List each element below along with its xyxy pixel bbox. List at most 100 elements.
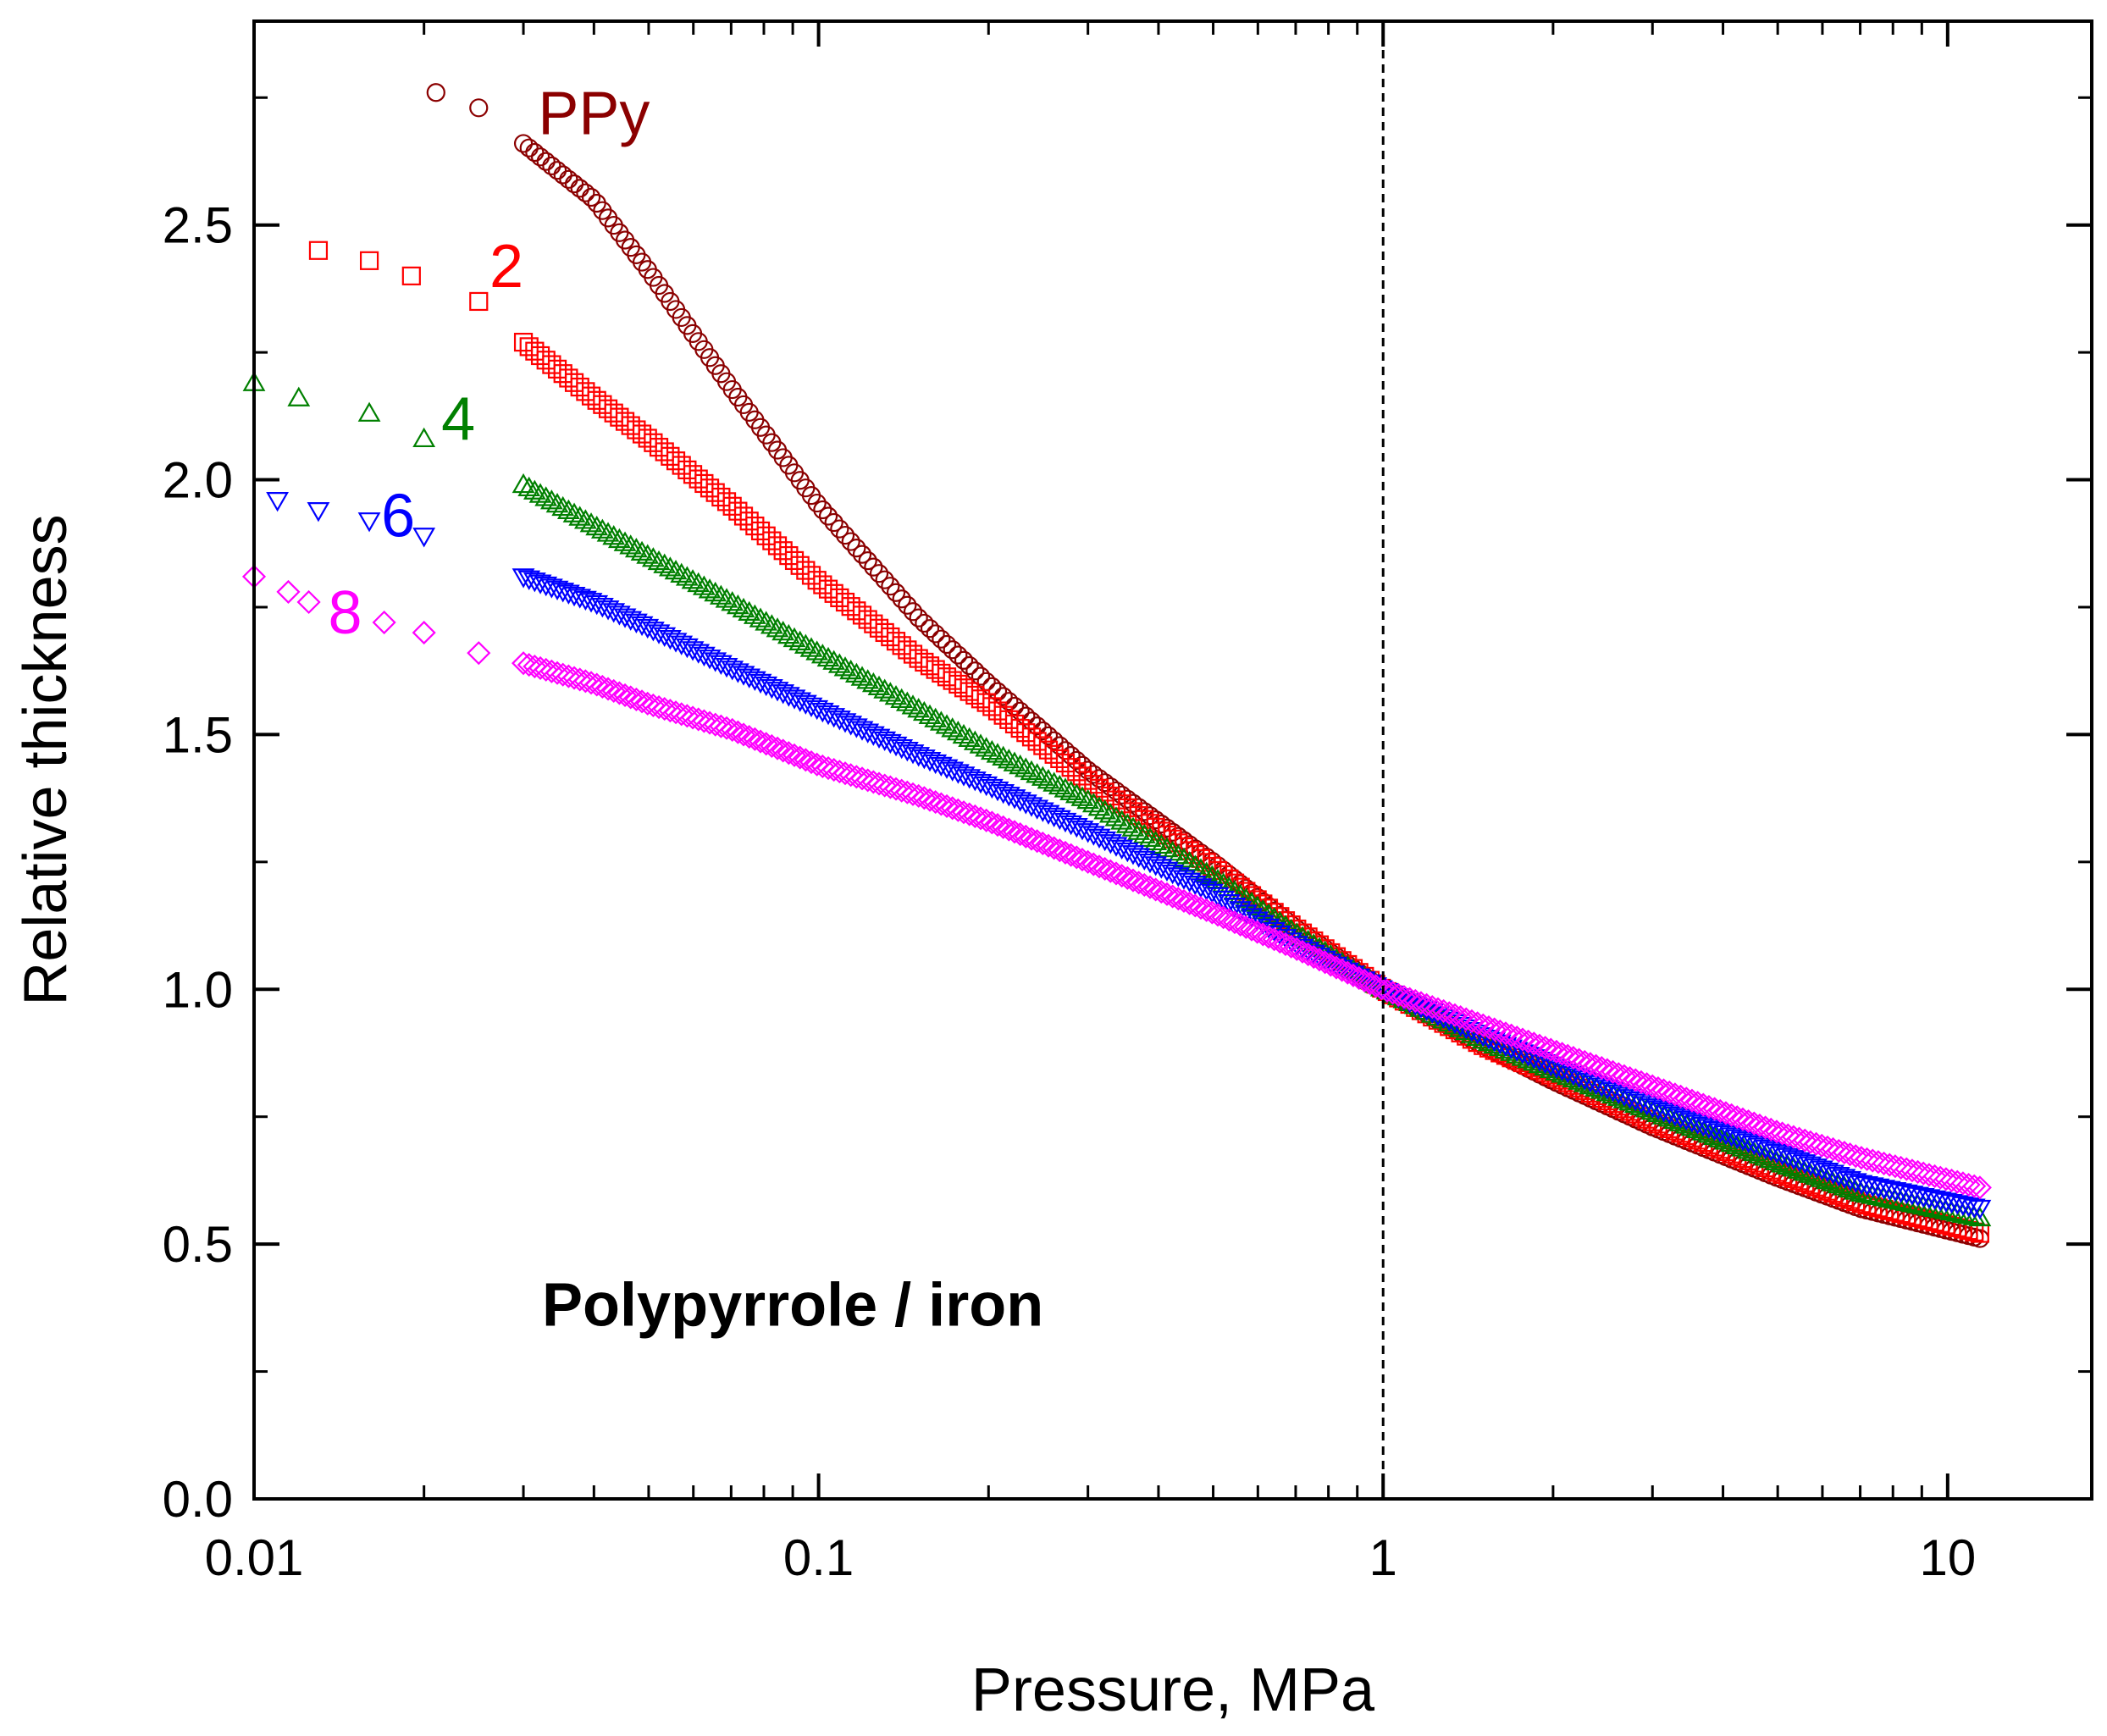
data-point <box>1171 888 1197 914</box>
data-point <box>929 710 953 731</box>
data-point <box>941 761 965 782</box>
data-point <box>975 776 998 797</box>
data-point <box>790 556 810 575</box>
data-point <box>372 610 396 635</box>
data-point <box>590 674 615 699</box>
data-point <box>810 702 834 723</box>
data-point <box>1019 827 1044 851</box>
data-point <box>750 521 771 541</box>
data-point <box>559 169 578 189</box>
data-point <box>963 730 987 750</box>
data-point <box>932 629 951 649</box>
data-point <box>1048 810 1071 831</box>
data-point <box>308 240 329 260</box>
data-point <box>653 553 677 573</box>
data-point <box>1618 1089 1642 1109</box>
data-point <box>946 764 970 784</box>
data-point <box>1127 848 1151 868</box>
data-point <box>1014 794 1037 815</box>
data-point <box>726 663 749 683</box>
data-point <box>525 142 545 163</box>
data-point <box>1155 837 1179 858</box>
data-point <box>698 650 722 670</box>
data-point <box>1967 1175 1992 1200</box>
data-point <box>992 784 1015 804</box>
data-point <box>771 738 795 763</box>
chart-annotation: Polypyrrole / iron <box>542 1271 1043 1339</box>
data-point <box>799 749 824 775</box>
data-point <box>1154 882 1180 906</box>
data-point <box>602 525 626 545</box>
data-point <box>907 698 931 718</box>
data-point <box>816 646 840 667</box>
data-point <box>1149 833 1173 854</box>
data-point <box>784 550 805 571</box>
data-point <box>822 650 846 670</box>
data-point <box>958 727 982 748</box>
data-point <box>980 739 1004 760</box>
data-point <box>732 666 755 686</box>
data-point <box>357 401 381 422</box>
data-point <box>1104 806 1128 827</box>
data-point <box>1127 820 1151 840</box>
data-point <box>1065 783 1088 804</box>
data-point <box>681 569 705 589</box>
data-point <box>602 603 626 623</box>
data-point <box>1285 937 1309 961</box>
data-point <box>1138 827 1162 847</box>
data-point <box>426 83 445 102</box>
data-point <box>861 672 885 693</box>
data-point <box>963 771 987 792</box>
data-point <box>864 557 883 577</box>
data-point <box>965 685 985 705</box>
data-point <box>1115 813 1139 833</box>
data-point <box>692 646 716 667</box>
data-point <box>519 138 539 158</box>
data-point <box>624 537 648 558</box>
data-point <box>1239 917 1264 942</box>
data-point <box>556 499 580 519</box>
data-point <box>1087 796 1111 816</box>
data-point <box>1313 950 1337 975</box>
data-point <box>915 652 934 672</box>
data-point <box>1059 843 1083 867</box>
data-point <box>915 613 934 633</box>
data-point <box>619 611 643 631</box>
data-point <box>861 726 885 746</box>
data-point <box>1087 828 1111 849</box>
data-point <box>898 595 917 615</box>
data-point <box>647 550 671 571</box>
data-point <box>1217 908 1242 932</box>
data-point <box>276 579 301 604</box>
data-point <box>827 653 851 673</box>
y-tick-label: 1.0 <box>163 961 233 1018</box>
data-point <box>867 728 891 749</box>
data-point <box>1369 976 1394 1001</box>
data-point <box>850 721 874 741</box>
data-point <box>748 729 773 754</box>
data-point <box>536 152 556 171</box>
data-point <box>1110 810 1134 830</box>
data-point <box>884 684 908 705</box>
data-point <box>545 492 569 513</box>
data-point <box>1036 833 1061 858</box>
data-point <box>1188 896 1214 921</box>
data-point <box>847 538 866 558</box>
data-point <box>401 266 421 285</box>
data-point <box>1166 844 1190 865</box>
data-point <box>969 733 993 754</box>
data-point <box>986 781 1009 802</box>
y-axis-title: Relative thickness <box>12 514 80 1005</box>
data-point <box>1161 840 1185 861</box>
data-point <box>926 660 945 679</box>
data-point <box>1121 816 1145 837</box>
data-point <box>1177 891 1202 915</box>
data-point <box>1200 900 1225 925</box>
data-point <box>647 624 671 644</box>
data-point <box>895 742 919 762</box>
data-point <box>1500 1039 1524 1059</box>
series-8 <box>241 564 1992 1200</box>
data-point <box>943 640 962 660</box>
data-point <box>1166 867 1190 887</box>
data-point <box>469 291 489 312</box>
